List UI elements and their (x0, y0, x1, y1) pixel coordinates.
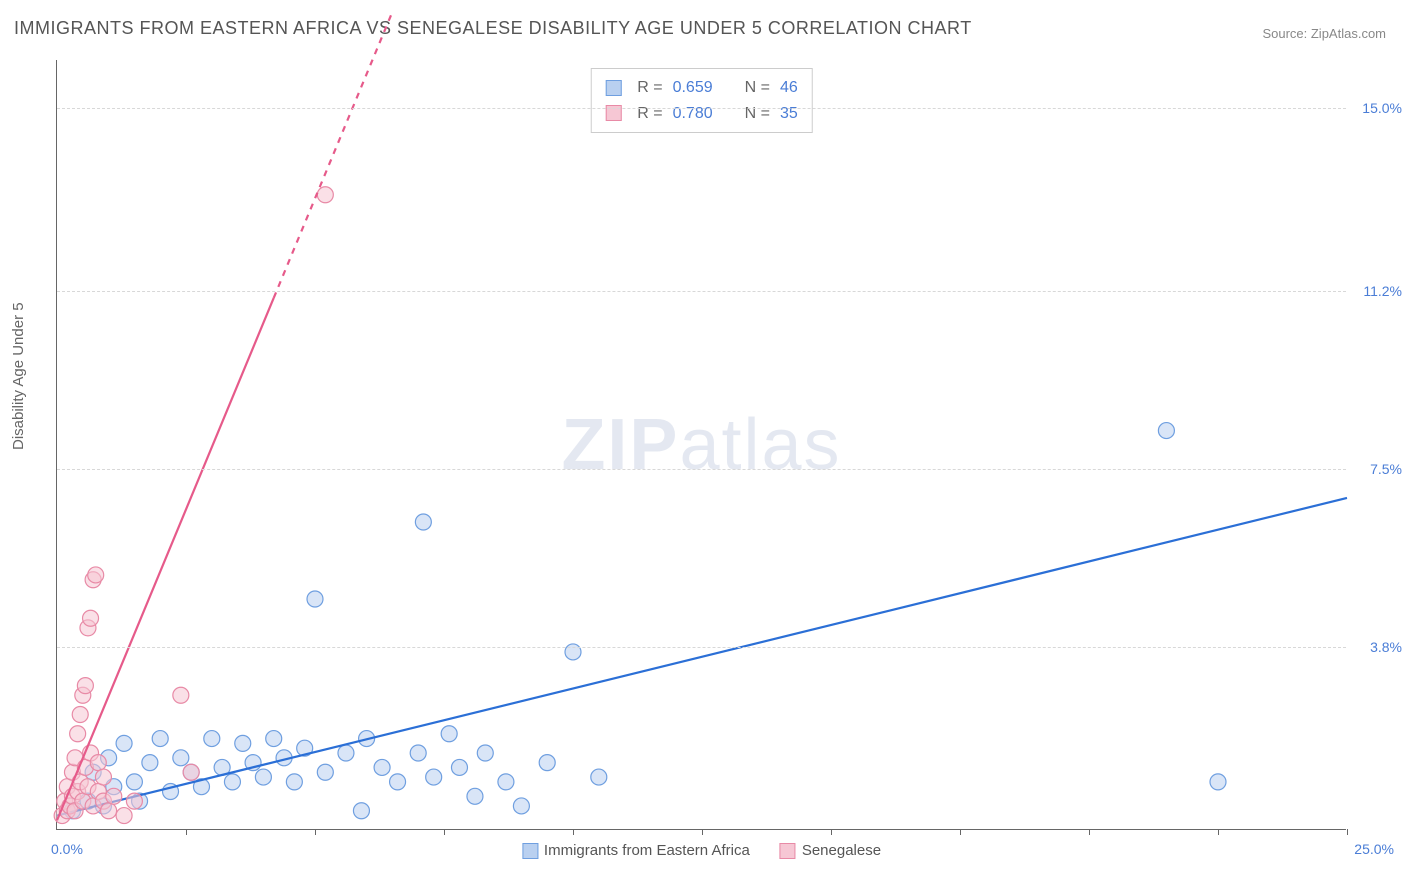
data-point (390, 774, 406, 790)
data-point (410, 745, 426, 761)
legend-label: Immigrants from Eastern Africa (544, 842, 750, 859)
data-point (1158, 423, 1174, 439)
gridline (57, 291, 1346, 292)
legend-swatch (605, 80, 621, 96)
series-legend: Immigrants from Eastern Africa Senegalese (522, 842, 881, 859)
data-point (101, 803, 117, 819)
x-tick (444, 829, 445, 835)
data-point (116, 808, 132, 824)
data-point (498, 774, 514, 790)
data-point (415, 514, 431, 530)
data-point (126, 793, 142, 809)
trend-line (57, 498, 1347, 816)
x-tick (1218, 829, 1219, 835)
chart-svg (57, 60, 1346, 829)
data-point (353, 803, 369, 819)
x-tick (702, 829, 703, 835)
y-tick-label: 15.0% (1352, 100, 1402, 116)
data-point (441, 726, 457, 742)
r-label: R = (637, 75, 662, 101)
data-point (224, 774, 240, 790)
r-value: 0.659 (673, 75, 713, 101)
data-point (106, 788, 122, 804)
data-point (95, 769, 111, 785)
stats-legend-box: R = 0.659 N = 46 R = 0.780 N = 35 (590, 68, 813, 133)
y-tick-label: 7.5% (1352, 461, 1402, 477)
data-point (83, 610, 99, 626)
data-point (183, 764, 199, 780)
data-point (1210, 774, 1226, 790)
data-point (152, 731, 168, 747)
y-tick-label: 11.2% (1352, 283, 1402, 299)
data-point (317, 187, 333, 203)
y-tick-label: 3.8% (1352, 639, 1402, 655)
data-point (235, 735, 251, 751)
data-point (307, 591, 323, 607)
x-tick (315, 829, 316, 835)
data-point (72, 707, 88, 723)
gridline (57, 647, 1346, 648)
n-label: N = (745, 75, 770, 101)
data-point (88, 567, 104, 583)
data-point (477, 745, 493, 761)
chart-title: IMMIGRANTS FROM EASTERN AFRICA VS SENEGA… (14, 18, 972, 39)
data-point (591, 769, 607, 785)
n-label: N = (745, 101, 770, 127)
x-axis-max-label: 25.0% (1354, 841, 1394, 857)
trend-line-extrapolated (274, 12, 393, 298)
data-point (374, 759, 390, 775)
data-point (539, 755, 555, 771)
data-point (173, 687, 189, 703)
plot-area: ZIPatlas R =0.659N =46R =0.780N =35 Immi… (56, 60, 1346, 830)
gridline (57, 108, 1346, 109)
data-point (513, 798, 529, 814)
data-point (467, 788, 483, 804)
legend-swatch (522, 843, 538, 859)
data-point (255, 769, 271, 785)
legend-item: Immigrants from Eastern Africa (522, 842, 750, 859)
stats-row: R = 0.659 N = 46 (605, 75, 798, 101)
source-label: Source: ZipAtlas.com (1262, 26, 1386, 41)
data-point (126, 774, 142, 790)
data-point (77, 678, 93, 694)
legend-item: Senegalese (780, 842, 881, 859)
data-point (286, 774, 302, 790)
data-point (338, 745, 354, 761)
n-value: 35 (780, 101, 798, 127)
x-tick (573, 829, 574, 835)
data-point (70, 726, 86, 742)
x-tick (831, 829, 832, 835)
data-point (116, 735, 132, 751)
x-tick (960, 829, 961, 835)
legend-label: Senegalese (802, 842, 881, 859)
r-value: 0.780 (673, 101, 713, 127)
x-tick (1089, 829, 1090, 835)
x-tick (186, 829, 187, 835)
data-point (142, 755, 158, 771)
data-point (426, 769, 442, 785)
gridline (57, 469, 1346, 470)
y-axis-label: Disability Age Under 5 (10, 302, 27, 450)
stats-row: R = 0.780 N = 35 (605, 101, 798, 127)
data-point (317, 764, 333, 780)
data-point (204, 731, 220, 747)
data-point (90, 755, 106, 771)
x-tick (1347, 829, 1348, 835)
x-axis-min-label: 0.0% (51, 841, 83, 857)
r-label: R = (637, 101, 662, 127)
n-value: 46 (780, 75, 798, 101)
data-point (451, 759, 467, 775)
legend-swatch (780, 843, 796, 859)
data-point (266, 731, 282, 747)
data-point (173, 750, 189, 766)
